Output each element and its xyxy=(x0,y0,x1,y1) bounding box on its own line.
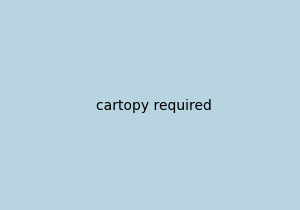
Text: cartopy required: cartopy required xyxy=(96,99,212,113)
